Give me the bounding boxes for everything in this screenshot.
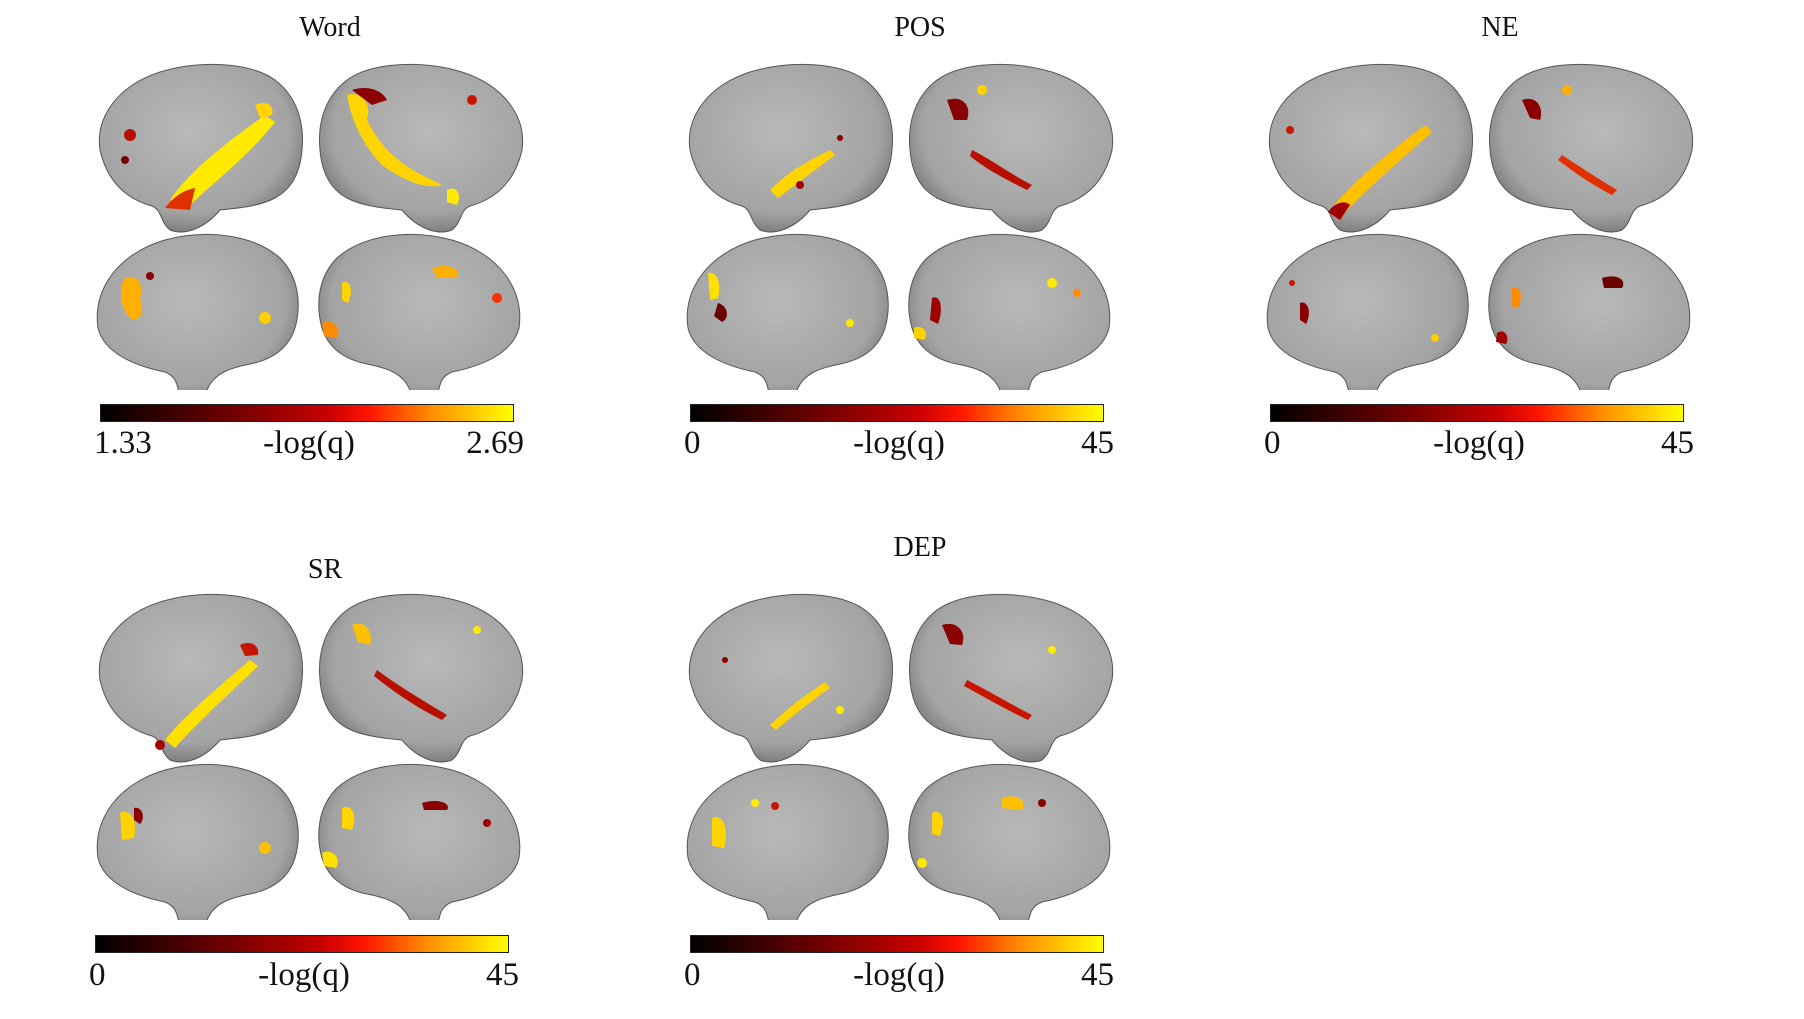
- right-lateral-view: [908, 593, 1114, 763]
- panel-title: DEP: [893, 532, 947, 563]
- brain-views: [670, 590, 1170, 920]
- left-medial-view: [1266, 233, 1469, 390]
- colorbar-labels: 0 -log(q) 45: [89, 957, 519, 997]
- panel-title: SR: [307, 554, 343, 585]
- right-lateral-view: [908, 63, 1114, 233]
- colorbar: [690, 404, 1104, 422]
- right-medial-view: [318, 763, 521, 920]
- colorbar-label: -log(q): [258, 957, 350, 993]
- left-lateral-view: [688, 63, 894, 233]
- brain-views: [1250, 60, 1750, 390]
- panel-title: POS: [894, 12, 946, 43]
- right-lateral-view: [318, 63, 524, 233]
- brain-views: [75, 590, 575, 920]
- colorbar-min: 0: [1264, 425, 1281, 461]
- left-lateral-view: [1268, 63, 1474, 233]
- panel-title: Word: [299, 12, 361, 43]
- colorbar: [690, 935, 1104, 953]
- colorbar-label: -log(q): [1433, 425, 1525, 461]
- colorbar-max: 45: [486, 957, 519, 993]
- panel-pos: POS: [670, 0, 1170, 480]
- brain-views: [670, 60, 1170, 390]
- colorbar-min: 0: [89, 957, 106, 993]
- panel-ne: NE: [1250, 0, 1750, 480]
- left-medial-view: [686, 763, 889, 920]
- colorbar-labels: 0 -log(q) 45: [684, 957, 1114, 997]
- colorbar: [100, 404, 514, 422]
- colorbar-min: 0: [684, 425, 701, 461]
- colorbar-max: 45: [1081, 957, 1114, 993]
- right-lateral-view: [318, 593, 524, 763]
- left-medial-view: [96, 763, 299, 920]
- colorbar-min: 1.33: [94, 425, 152, 461]
- colorbar-label: -log(q): [263, 425, 355, 461]
- panel-word: Word: [80, 0, 580, 480]
- colorbar-label: -log(q): [853, 425, 945, 461]
- left-lateral-view: [98, 63, 304, 233]
- right-medial-view: [908, 233, 1111, 390]
- colorbar-labels: 1.33 -log(q) 2.69: [94, 425, 524, 465]
- right-lateral-view: [1488, 63, 1694, 233]
- left-medial-view: [96, 233, 299, 390]
- panel-title: NE: [1481, 12, 1519, 43]
- colorbar-labels: 0 -log(q) 45: [1264, 425, 1694, 465]
- left-lateral-view: [688, 593, 894, 763]
- panel-dep: DEP: [670, 530, 1170, 1010]
- brain-views: [80, 60, 580, 390]
- colorbar-min: 0: [684, 957, 701, 993]
- right-medial-view: [908, 763, 1111, 920]
- panel-sr: SR: [75, 530, 575, 1010]
- left-medial-view: [686, 233, 889, 390]
- colorbar: [95, 935, 509, 953]
- colorbar-max: 2.69: [466, 425, 524, 461]
- colorbar-max: 45: [1661, 425, 1694, 461]
- colorbar: [1270, 404, 1684, 422]
- colorbar-label: -log(q): [853, 957, 945, 993]
- right-medial-view: [1488, 233, 1691, 390]
- colorbar-labels: 0 -log(q) 45: [684, 425, 1114, 465]
- left-lateral-view: [98, 593, 304, 763]
- colorbar-max: 45: [1081, 425, 1114, 461]
- right-medial-view: [318, 233, 521, 390]
